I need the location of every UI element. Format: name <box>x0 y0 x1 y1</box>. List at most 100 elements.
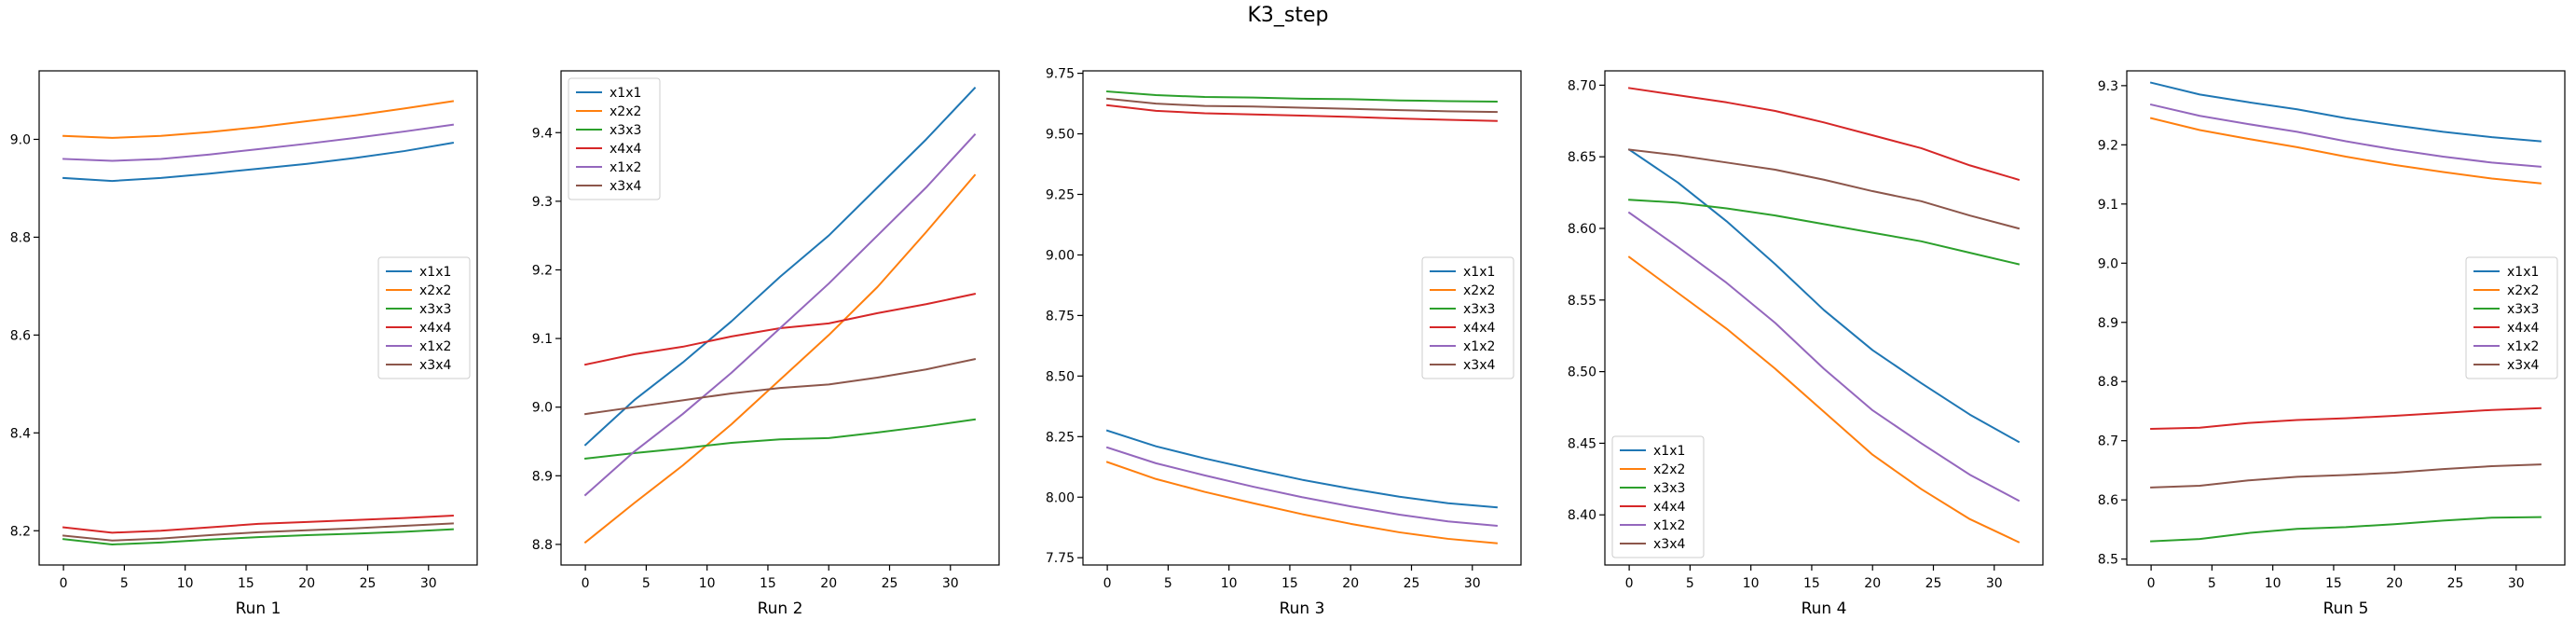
legend-label-x3x3: x3x3 <box>2507 302 2539 317</box>
legend: x1x1 x2x2 x3x3 x4x4 x1x2 x3x4 <box>1611 435 1705 558</box>
series-line-x3x3 <box>1628 199 2021 266</box>
y-tick-label: 7.75 <box>1046 551 1075 566</box>
x-tick-label: 25 <box>360 576 377 591</box>
legend-label-x3x4: x3x4 <box>1653 537 1685 552</box>
x-tick-label: 0 <box>582 576 590 591</box>
y-tick-label: 9.2 <box>2098 138 2118 153</box>
legend-label-x1x1: x1x1 <box>419 265 451 280</box>
y-tick-label: 9.1 <box>2098 198 2118 213</box>
y-tick-label: 9.3 <box>532 195 553 210</box>
x-tick-label: 0 <box>1103 576 1112 591</box>
x-tick-label: 15 <box>238 576 254 591</box>
y-tick-label: 9.00 <box>1046 248 1075 263</box>
legend-label-x3x4: x3x4 <box>610 179 641 194</box>
x-tick-label: 15 <box>2325 576 2342 591</box>
series-line-x1x1 <box>2149 81 2542 143</box>
axes-frame <box>560 70 1000 566</box>
y-tick-label: 8.40 <box>1568 508 1596 523</box>
series-group <box>62 100 455 545</box>
series-line-x3x4 <box>62 522 454 542</box>
subplot-1: 0 5 10 15 20 25 30 8.2 8.4 8.6 8.8 9.0 Run 1 x1x1 x2x2… <box>10 70 478 618</box>
x-tick-label: 15 <box>1803 576 1820 591</box>
y-tick-label: 8.50 <box>1046 369 1075 384</box>
legend-box <box>1421 256 1514 379</box>
legend-label-x3x3: x3x3 <box>610 123 641 138</box>
legend-box <box>568 77 661 200</box>
y-tick-label: 8.5 <box>2098 553 2118 568</box>
x-tick-label: 10 <box>177 576 194 591</box>
legend-label-x2x2: x2x2 <box>1653 462 1685 477</box>
series-line-x2x2 <box>583 173 977 544</box>
y-tick-label: 9.1 <box>532 332 553 347</box>
x-tick-label: 5 <box>1686 576 1694 591</box>
y-tick-label: 8.65 <box>1568 150 1596 165</box>
y-tick-label: 8.8 <box>10 230 31 245</box>
x-tick-label: 20 <box>1864 576 1881 591</box>
x-tick-label: 0 <box>2147 576 2156 591</box>
legend-label-x1x2: x1x2 <box>1653 518 1685 533</box>
series-line-x3x3 <box>2150 516 2542 543</box>
legend: x1x1 x2x2 x3x3 x4x4 x1x2 x3x4 <box>1421 256 1514 379</box>
series-line-x2x2 <box>62 100 455 139</box>
x-tick-label: 25 <box>882 576 898 591</box>
legend-label-x2x2: x2x2 <box>2507 283 2539 298</box>
y-tick-label: 9.3 <box>2098 79 2118 94</box>
x-tick-label: 10 <box>1743 576 1760 591</box>
series-group <box>2149 81 2542 543</box>
series-line-x2x2 <box>1105 461 1498 544</box>
series-line-x1x1 <box>62 141 455 183</box>
legend-label-x4x4: x4x4 <box>419 321 451 336</box>
y-tick-label: 8.9 <box>2098 316 2118 331</box>
legend-label-x3x4: x3x4 <box>419 358 451 373</box>
legend: x1x1 x2x2 x3x3 x4x4 x1x2 x3x4 <box>2465 256 2558 379</box>
legend-label-x1x2: x1x2 <box>610 160 641 175</box>
y-tick-label: 9.50 <box>1046 128 1075 143</box>
legend-label-x2x2: x2x2 <box>1463 283 1495 298</box>
series-line-x3x3 <box>1106 90 1498 103</box>
y-tick-label: 8.00 <box>1046 490 1075 505</box>
y-tick-label: 8.7 <box>2098 434 2118 449</box>
y-tick-label: 8.70 <box>1568 78 1596 93</box>
y-tick-label: 8.4 <box>10 426 31 441</box>
x-tick-label: 5 <box>642 576 651 591</box>
y-tick-label: 9.75 <box>1046 67 1075 82</box>
series-line-x2x2 <box>2149 117 2542 185</box>
series-line-x1x2 <box>62 123 455 162</box>
axes-frame <box>2126 70 2566 566</box>
x-tick-label: 5 <box>120 576 129 591</box>
series-line-x4x4 <box>2150 406 2542 431</box>
x-tick-label: 20 <box>298 576 315 591</box>
series-line-x4x4 <box>1106 103 1498 122</box>
y-tick-label: 9.0 <box>10 132 31 147</box>
legend-label-x1x1: x1x1 <box>1653 444 1685 459</box>
x-axis-label: Run 4 <box>1802 599 1847 618</box>
legend-label-x4x4: x4x4 <box>2507 321 2539 336</box>
y-tick-label: 8.45 <box>1568 436 1596 451</box>
axes-frame <box>38 70 478 566</box>
x-tick-label: 10 <box>2265 576 2281 591</box>
legend-box <box>1611 435 1705 558</box>
series-line-x3x3 <box>62 528 454 545</box>
x-tick-label: 25 <box>1404 576 1420 591</box>
x-tick-label: 30 <box>1986 576 2003 591</box>
series-line-x1x2 <box>583 133 977 497</box>
legend-label-x3x4: x3x4 <box>2507 358 2539 373</box>
y-tick-label: 8.8 <box>2098 375 2118 390</box>
legend-label-x1x2: x1x2 <box>1463 339 1495 354</box>
legend-label-x3x4: x3x4 <box>1463 358 1495 373</box>
series-line-x1x1 <box>1105 429 1498 509</box>
series-line-x4x4 <box>62 514 454 534</box>
series-line-x3x3 <box>584 418 977 461</box>
series-line-x1x1 <box>583 86 977 447</box>
legend-label-x4x4: x4x4 <box>610 142 641 157</box>
x-axis-label: Run 3 <box>1280 599 1325 618</box>
series-line-x1x2 <box>1627 211 2021 503</box>
x-tick-label: 10 <box>1221 576 1238 591</box>
series-line-x3x4 <box>583 357 977 416</box>
y-tick-label: 8.50 <box>1568 365 1596 380</box>
x-tick-label: 0 <box>1625 576 1634 591</box>
legend-label-x1x2: x1x2 <box>2507 339 2539 354</box>
x-tick-label: 20 <box>820 576 837 591</box>
series-group <box>583 86 977 544</box>
